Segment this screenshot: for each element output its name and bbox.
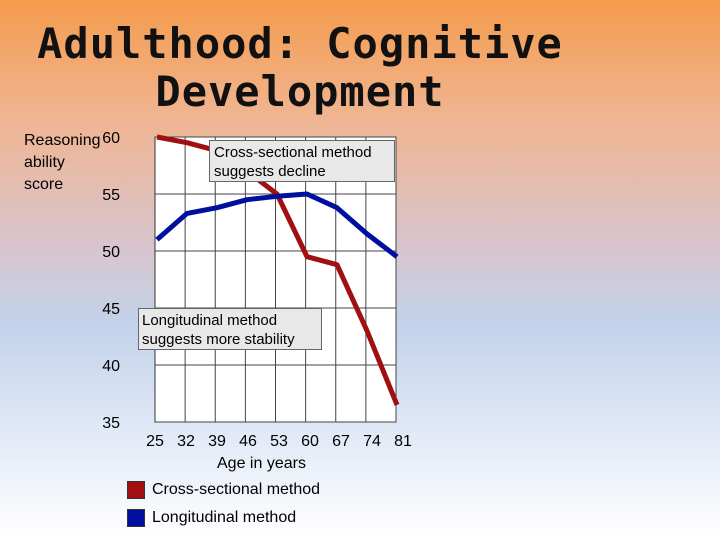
x-tick-labels: 25 32 39 46 53 60 67 74 81 bbox=[146, 433, 412, 450]
annotation-cross-sectional-line-1: Cross-sectional method bbox=[214, 144, 372, 161]
legend-swatch-cross-sectional bbox=[127, 481, 145, 499]
annotation-longitudinal: Longitudinal method suggests more stabil… bbox=[138, 308, 322, 350]
legend-label-cross-sectional: Cross-sectional method bbox=[152, 481, 321, 498]
y-axis-label: Reasoning ability score bbox=[24, 132, 101, 193]
legend-item-cross-sectional: Cross-sectional method bbox=[127, 480, 320, 500]
y-tick-label: 55 bbox=[102, 187, 120, 204]
x-tick-label: 74 bbox=[363, 433, 381, 450]
x-tick-label: 46 bbox=[239, 433, 257, 450]
x-tick-label: 81 bbox=[394, 433, 412, 450]
x-axis-label: Age in years bbox=[217, 455, 306, 472]
y-tick-labels: 60 55 50 45 40 35 bbox=[102, 130, 120, 432]
series-lines bbox=[155, 134, 400, 406]
gridlines bbox=[155, 136, 397, 423]
series-line-longitudinal bbox=[155, 191, 399, 259]
slide-title-line-2: Development bbox=[155, 67, 445, 116]
legend-item-longitudinal: Longitudinal method bbox=[127, 508, 296, 528]
x-tick-label: 67 bbox=[332, 433, 350, 450]
legend-label-longitudinal: Longitudinal method bbox=[152, 509, 297, 526]
y-tick-label: 45 bbox=[102, 301, 120, 318]
x-tick-label: 39 bbox=[208, 433, 226, 450]
legend-swatch-longitudinal bbox=[127, 509, 145, 527]
y-tick-label: 35 bbox=[102, 415, 120, 432]
x-tick-label: 53 bbox=[270, 433, 288, 450]
slide-title-line-1: Adulthood: Cognitive bbox=[37, 19, 563, 68]
annotation-cross-sectional: Cross-sectional method suggests decline bbox=[209, 140, 395, 182]
annotation-longitudinal-line-2: suggests more stability bbox=[142, 331, 295, 348]
y-tick-label: 60 bbox=[102, 130, 120, 147]
y-tick-label: 40 bbox=[102, 358, 120, 375]
x-tick-label: 60 bbox=[301, 433, 319, 450]
x-tick-label: 25 bbox=[146, 433, 164, 450]
y-tick-label: 50 bbox=[102, 244, 120, 261]
x-tick-label: 32 bbox=[177, 433, 195, 450]
annotation-longitudinal-line-1: Longitudinal method bbox=[142, 312, 278, 329]
annotation-cross-sectional-line-2: suggests decline bbox=[214, 163, 326, 180]
slide-title: Adulthood: Cognitive Development bbox=[0, 20, 600, 116]
